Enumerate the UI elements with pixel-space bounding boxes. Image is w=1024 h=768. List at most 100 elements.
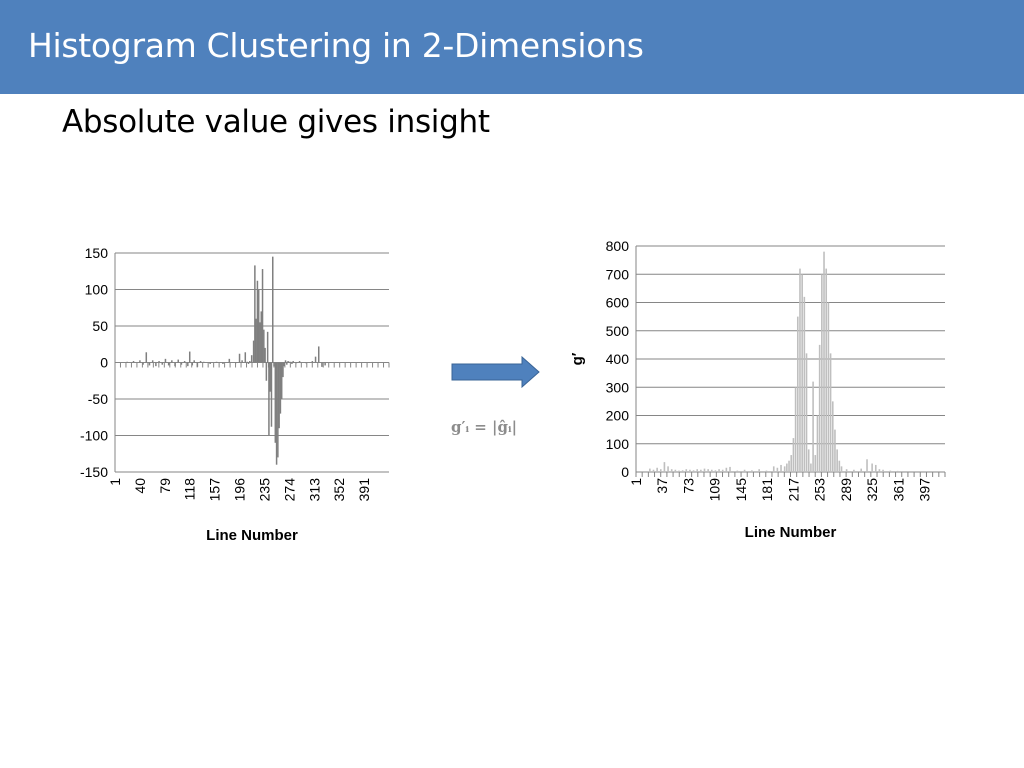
histogram-bar — [289, 361, 292, 363]
histogram-bar — [816, 415, 819, 472]
histogram-bar — [825, 268, 828, 472]
x-tick-label: 325 — [864, 478, 880, 502]
y-tick-label: 0 — [100, 355, 108, 371]
histogram-bar — [252, 340, 255, 363]
x-tick-label: 37 — [654, 478, 670, 494]
histogram-bar — [215, 361, 218, 363]
histogram-bar — [256, 280, 259, 363]
histogram-bar — [298, 361, 301, 363]
histogram-bar — [866, 459, 868, 472]
histogram-bar — [845, 469, 848, 472]
histogram-bar — [247, 362, 250, 364]
histogram-bar — [788, 460, 790, 472]
histogram-bar — [171, 360, 173, 363]
histogram-bar — [295, 362, 298, 364]
y-tick-label: 600 — [606, 295, 630, 311]
histogram-bar — [674, 469, 677, 472]
x-tick-label: 181 — [759, 478, 775, 502]
slide-subtitle: Absolute value gives insight — [62, 104, 490, 140]
histogram-bar — [266, 331, 269, 363]
histogram-bar — [277, 362, 279, 458]
histogram-bar — [796, 316, 799, 472]
histogram-bar — [834, 429, 836, 472]
histogram-bar — [649, 468, 651, 472]
histogram-bar — [751, 470, 753, 472]
histogram-bar — [801, 274, 803, 472]
histogram-bar — [783, 466, 786, 472]
histogram-bar — [853, 469, 855, 472]
histogram-bar — [776, 467, 779, 472]
histogram-bar — [805, 353, 808, 472]
histogram-bar — [265, 362, 268, 381]
x-tick-label: 79 — [157, 478, 173, 494]
histogram-bar — [167, 362, 170, 366]
histogram-bar — [689, 469, 691, 472]
histogram-bar — [656, 467, 658, 472]
histogram-bar — [286, 362, 288, 365]
histogram-bar — [292, 361, 294, 363]
histogram-bar — [725, 467, 728, 472]
y-tick-label: 200 — [606, 408, 630, 424]
histogram-bar — [810, 463, 812, 472]
histogram-bar — [272, 256, 274, 363]
histogram-bar — [275, 362, 278, 465]
histogram-bar — [269, 362, 271, 392]
histogram-bar — [311, 361, 314, 363]
histogram-bar — [836, 449, 838, 472]
histogram-bar — [829, 353, 832, 472]
histogram-bar — [148, 362, 151, 366]
histogram-bar — [260, 311, 263, 363]
histogram-bar — [840, 466, 843, 472]
slide-title: Histogram Clustering in 2-Dimensions — [28, 26, 644, 65]
histogram-bar — [244, 352, 247, 363]
histogram-bar — [860, 468, 862, 472]
y-tick-label: 300 — [606, 379, 630, 395]
histogram-bar — [254, 265, 256, 363]
histogram-bar — [284, 360, 287, 363]
histogram-bar — [145, 352, 148, 363]
x-tick-label: 217 — [785, 478, 801, 502]
histogram-bar — [270, 362, 273, 427]
x-tick-label: 145 — [733, 478, 749, 502]
histogram-bar — [279, 362, 282, 414]
histogram-bar — [685, 469, 688, 472]
histogram-bar — [317, 346, 320, 363]
x-tick-label: 361 — [890, 478, 906, 502]
histogram-bar — [255, 318, 257, 363]
y-tick-label: 400 — [606, 351, 630, 367]
histogram-bar — [670, 469, 673, 472]
histogram-bar — [814, 455, 817, 472]
histogram-bar — [659, 469, 662, 472]
histogram-bar — [889, 470, 892, 472]
histogram-bar — [838, 460, 841, 472]
absolute-histogram-chart: 800 700 600 500 400 300 200 100 01 37 73 109 145 181 2… — [569, 238, 946, 541]
histogram-bar — [142, 362, 144, 365]
histogram-bar — [287, 361, 289, 363]
histogram-bar — [199, 361, 202, 363]
histogram-bar — [314, 356, 317, 363]
histogram-bar — [703, 468, 706, 472]
histogram-bar — [721, 469, 724, 472]
histogram-bar — [155, 362, 157, 367]
histogram-bar — [707, 469, 709, 472]
y-tick-label: 100 — [606, 436, 630, 452]
histogram-bar — [126, 361, 128, 363]
histogram-bar — [692, 470, 695, 472]
histogram-bar — [743, 469, 746, 472]
histogram-bar — [222, 362, 224, 364]
histogram-bar — [874, 464, 877, 472]
histogram-bar — [714, 470, 717, 472]
histogram-bar — [780, 464, 782, 472]
histogram-bar — [803, 296, 806, 472]
x-tick-label: 253 — [812, 478, 828, 502]
x-tick-label: 1 — [107, 478, 123, 486]
histogram-bar — [246, 361, 248, 363]
histogram-bar — [241, 360, 243, 363]
histogram-bar — [772, 466, 775, 472]
x-tick-label: 313 — [306, 478, 322, 502]
histogram-bar — [191, 362, 194, 366]
histogram-bar — [799, 268, 801, 472]
histogram-bar — [196, 362, 199, 367]
histogram-bar — [765, 470, 768, 472]
